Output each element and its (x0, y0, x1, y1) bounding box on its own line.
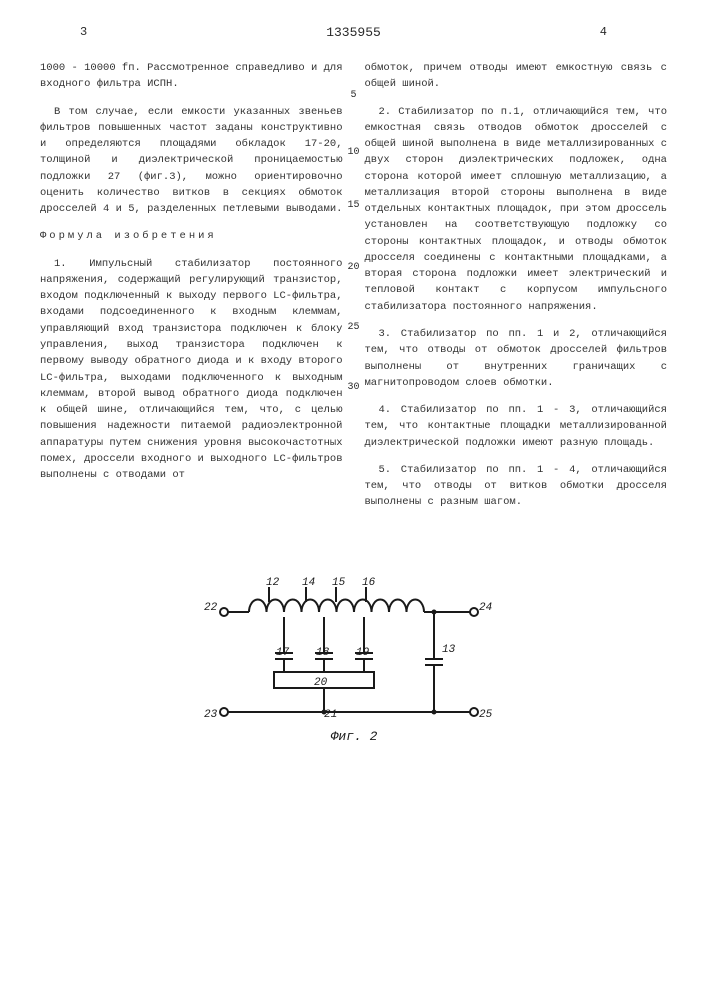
column-left: 1000 - 10000 fп. Рассмотренное справедли… (40, 60, 343, 522)
line-marker-15: 15 (347, 200, 359, 211)
text-columns: 1000 - 10000 fп. Рассмотренное справедли… (40, 60, 667, 522)
col2-p3: 3. Стабилизатор по пп. 1 и 2, отличающий… (365, 326, 668, 391)
diagram-area: 12 13 14 15 16 17 18 19 20 21 22 23 24 25 Фиг. 2 (40, 552, 667, 752)
col1-p1: 1000 - 10000 fп. Рассмотренное справедли… (40, 60, 343, 93)
svg-text:21: 21 (324, 709, 337, 721)
svg-text:22: 22 (204, 602, 218, 614)
svg-text:25: 25 (479, 709, 493, 721)
line-marker-25: 25 (347, 322, 359, 333)
formula-heading: Формула изобретения (40, 228, 343, 244)
line-marker-30: 30 (347, 382, 359, 393)
col1-p2: В том случае, если емкости указанных зве… (40, 104, 343, 218)
line-marker-10: 10 (347, 147, 359, 158)
svg-text:15: 15 (332, 577, 346, 589)
svg-text:23: 23 (204, 709, 218, 721)
page-number-right: 4 (600, 25, 607, 39)
col2-p4: 4. Стабилизатор по пп. 1 - 3, отличающий… (365, 402, 668, 451)
svg-text:19: 19 (356, 647, 370, 659)
svg-text:14: 14 (302, 577, 315, 589)
patent-page: 3 1335955 4 5 10 15 20 25 30 1000 - 1000… (0, 0, 707, 1000)
col2-p5: 5. Стабилизатор по пп. 1 - 4, отличающий… (365, 462, 668, 511)
col2-p2: 2. Стабилизатор по п.1, отличающийся тем… (365, 104, 668, 315)
svg-text:17: 17 (276, 647, 290, 659)
col1-p3: 1. Импульсный стабилизатор постоянного н… (40, 256, 343, 484)
page-number-left: 3 (80, 25, 87, 39)
svg-text:24: 24 (479, 602, 492, 614)
column-right: обмоток, причем отводы имеют емкостную с… (365, 60, 668, 522)
svg-text:Фиг. 2: Фиг. 2 (330, 729, 377, 744)
line-marker-5: 5 (350, 90, 356, 101)
svg-text:16: 16 (362, 577, 376, 589)
document-id: 1335955 (326, 25, 381, 40)
svg-text:13: 13 (442, 644, 456, 656)
circuit-diagram: 12 13 14 15 16 17 18 19 20 21 22 23 24 25 Фиг. 2 (194, 552, 514, 752)
col2-p1: обмоток, причем отводы имеют емкостную с… (365, 60, 668, 93)
svg-text:18: 18 (316, 647, 330, 659)
svg-text:20: 20 (314, 677, 328, 689)
svg-text:12: 12 (266, 577, 280, 589)
line-marker-20: 20 (347, 262, 359, 273)
